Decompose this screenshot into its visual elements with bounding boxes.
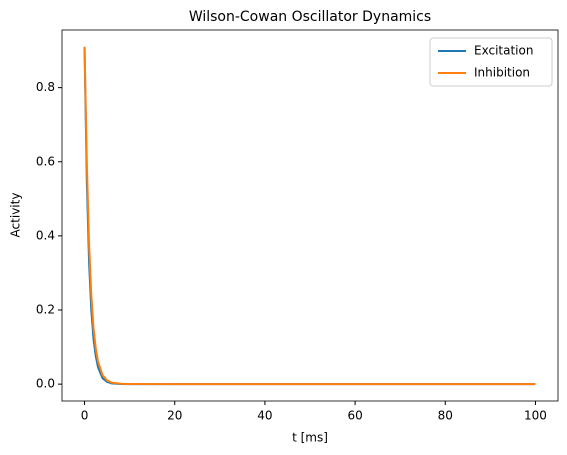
x-tick-label: 80 bbox=[438, 409, 453, 423]
y-tick-label: 0.2 bbox=[36, 303, 55, 317]
x-tick-label: 40 bbox=[257, 409, 272, 423]
legend-label: Excitation bbox=[474, 44, 533, 58]
x-tick-label: 0 bbox=[81, 409, 89, 423]
y-tick-label: 0.4 bbox=[36, 228, 55, 242]
line bbox=[83, 46, 536, 386]
x-tick-label: 100 bbox=[524, 409, 547, 423]
plot-frame bbox=[61, 29, 559, 402]
legend-label: Inhibition bbox=[474, 66, 530, 80]
y-tick-label: 0.8 bbox=[36, 80, 55, 94]
x-axis-label: t [ms] bbox=[292, 431, 328, 445]
x-tick-label: 20 bbox=[167, 409, 182, 423]
y-tick-label: 0.0 bbox=[36, 377, 55, 391]
y-axis-label: Activity bbox=[9, 193, 23, 238]
line bbox=[83, 46, 536, 386]
y-tick-label: 0.6 bbox=[36, 154, 55, 168]
chart-title: Wilson-Cowan Oscillator Dynamics bbox=[189, 9, 431, 25]
x-tick-label: 60 bbox=[347, 409, 362, 423]
